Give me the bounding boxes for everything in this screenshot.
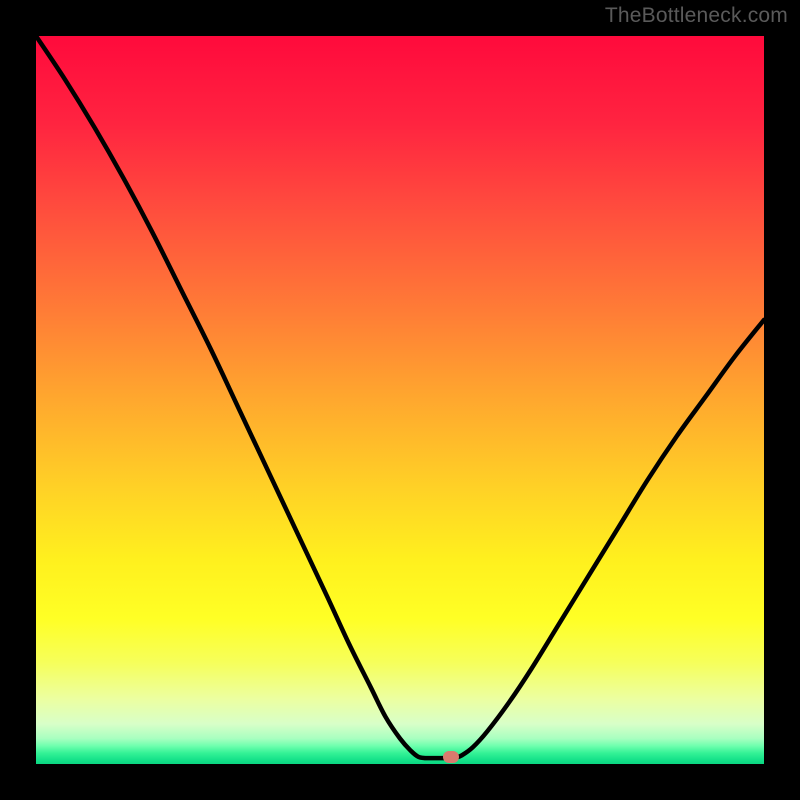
bottleneck-curve xyxy=(36,36,764,764)
curve-path xyxy=(36,36,764,758)
watermark-text: TheBottleneck.com xyxy=(605,4,788,28)
plot-area xyxy=(36,36,764,764)
optimal-marker xyxy=(443,751,459,763)
chart-frame: TheBottleneck.com xyxy=(0,0,800,800)
